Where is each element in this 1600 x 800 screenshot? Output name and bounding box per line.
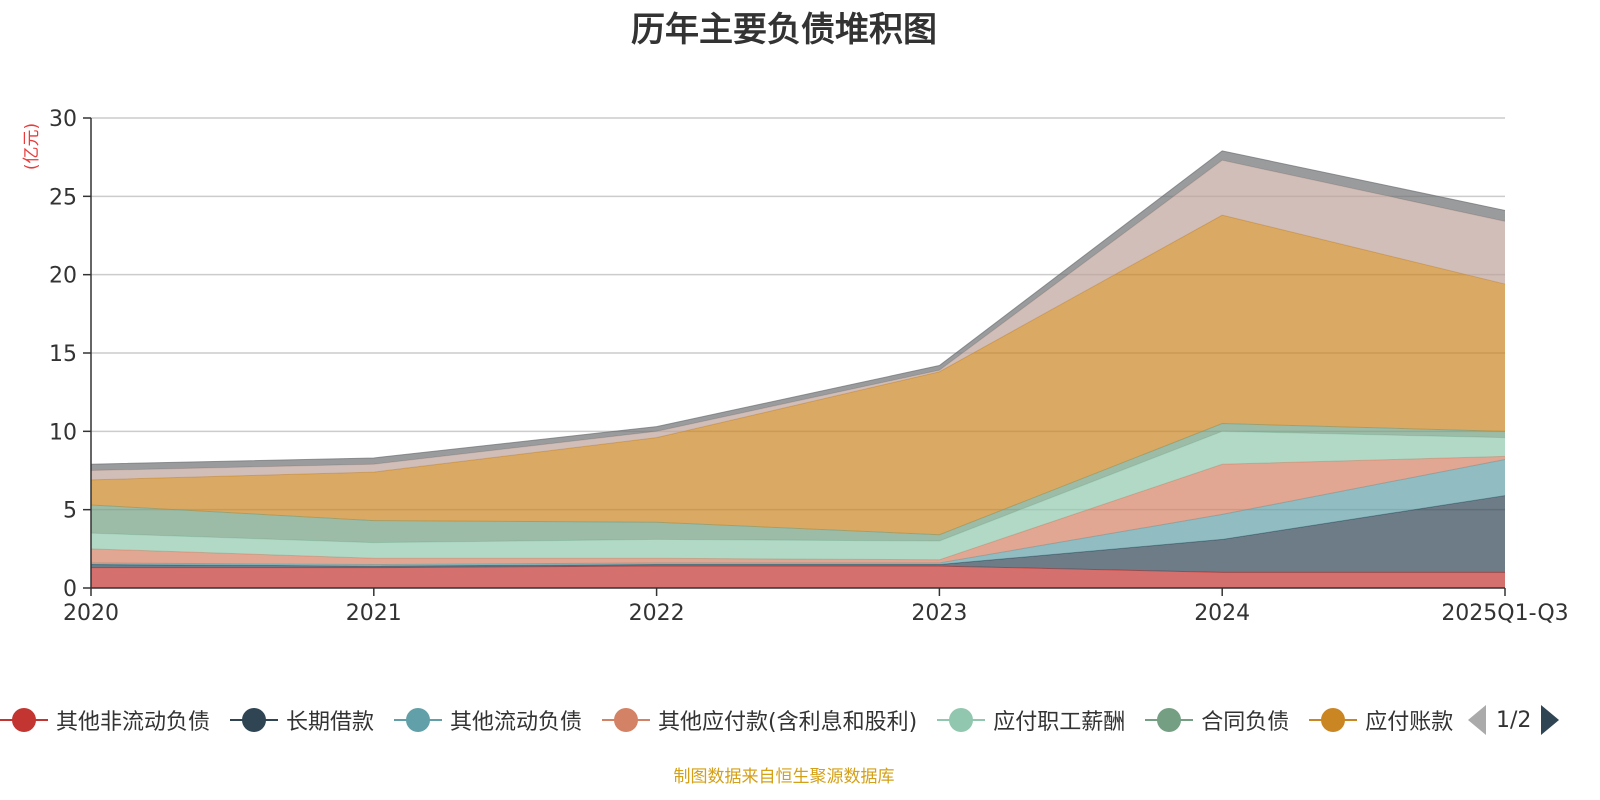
axes: 0 5 10 15 20 25 30 2020 2021 2022 2023 2024 2025Q1-Q… (49, 107, 1569, 626)
area-应付账款[interactable] (91, 215, 1505, 535)
area-合同负债[interactable] (91, 423, 1505, 543)
legend-prev-arrow-icon[interactable] (1468, 705, 1486, 735)
x-tick-label: 2020 (63, 601, 119, 626)
x-tick-label: 2022 (629, 601, 685, 626)
legend-page-indicator: 1/2 (1496, 707, 1532, 733)
legend-marker-icon (394, 700, 443, 740)
legend-label: 应付职工薪酬 (993, 710, 1126, 735)
legend-next-arrow-icon[interactable] (1541, 705, 1560, 735)
area-其他非流动负债[interactable] (91, 566, 1505, 588)
legend-label: 长期借款 (286, 710, 375, 735)
area-长期借款[interactable] (91, 495, 1505, 573)
y-tick-label: 15 (49, 342, 77, 367)
stacked-area-chart: 0 5 10 15 20 25 30 2020 2021 2022 2023 2024 2025Q1-Q… (49, 107, 1569, 626)
legend-item[interactable]: 合同负债 (1145, 700, 1289, 740)
y-tick-label: 25 (49, 185, 77, 210)
legend-marker-icon (937, 700, 986, 740)
y-tick-label: 10 (49, 420, 77, 445)
area-其他流动负债[interactable] (91, 459, 1505, 567)
legend-label: 合同负债 (1201, 710, 1290, 735)
legend-label: 应付账款 (1365, 710, 1454, 735)
legend-marker-icon (0, 700, 48, 740)
area-应付票据[interactable] (91, 160, 1505, 480)
legend-label: 其他非流动负债 (56, 710, 211, 735)
legend-item[interactable]: 应付账款 (1309, 700, 1453, 740)
legend-marker-icon (602, 700, 651, 740)
series-line-短期借款 (90, 150, 1506, 465)
y-tick-label: 20 (49, 264, 77, 289)
x-tick-label: 2021 (346, 601, 402, 626)
x-tick-label: 2025Q1-Q3 (1441, 601, 1568, 626)
legend-item[interactable]: 其他非流动负债 (0, 700, 210, 740)
legend-marker-icon (230, 700, 279, 740)
legend-item[interactable]: 其他流动负债 (394, 700, 582, 740)
legend-items: 其他非流动负债 长期借款 其他流动负债 其他应付款(含利息和股利) 应付职工薪酬 合同负债… (0, 700, 1465, 740)
legend-label: 其他流动负债 (450, 710, 583, 735)
legend-pager: 1/2 (1468, 700, 1560, 740)
x-tick-label: 2023 (911, 601, 967, 626)
chart-title: 历年主要负债堆积图 (631, 10, 937, 50)
area-series (90, 150, 1506, 588)
x-tick-label: 2024 (1194, 601, 1250, 626)
data-source-note: 制图数据来自恒生聚源数据库 (673, 767, 895, 787)
legend-item[interactable]: 长期借款 (230, 700, 374, 740)
area-应付职工薪酬[interactable] (91, 431, 1505, 560)
y-tick-label: 5 (63, 499, 77, 524)
legend-marker-icon (1145, 700, 1194, 740)
area-短期借款[interactable] (91, 150, 1505, 471)
legend-label: 其他应付款(含利息和股利) (658, 710, 918, 735)
legend-item[interactable]: 其他应付款(含利息和股利) (602, 700, 917, 740)
y-tick-label: 0 (63, 577, 77, 602)
legend-item[interactable]: 应付职工薪酬 (937, 700, 1125, 740)
legend-marker-icon (1309, 700, 1358, 740)
legend: 其他非流动负债 长期借款 其他流动负债 其他应付款(含利息和股利) 应付职工薪酬 合同负债… (0, 700, 1600, 740)
y-tick-label: 30 (49, 107, 77, 132)
